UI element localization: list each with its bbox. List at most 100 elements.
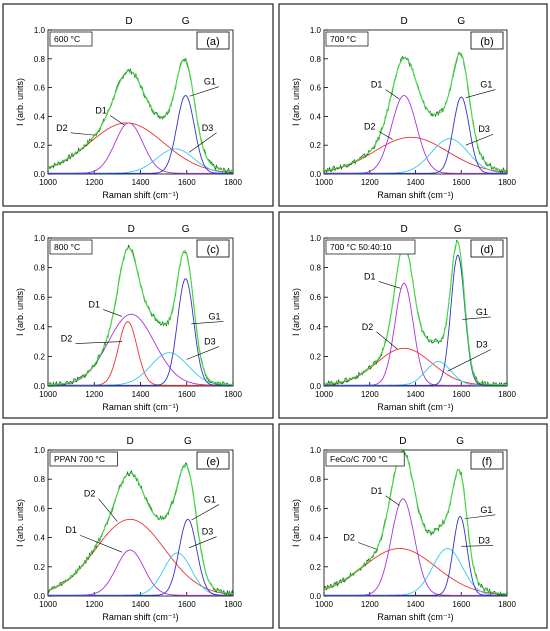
x-axis-label: Raman shift (cm⁻¹) — [102, 402, 178, 412]
y-tick-label: 0.0 — [34, 592, 46, 601]
annotation-leader — [188, 132, 217, 153]
y-tick-label: 1.0 — [310, 234, 322, 243]
annotation-leader — [188, 536, 217, 549]
x-tick-label: 1200 — [361, 178, 379, 187]
y-axis-label: I (arb. units) — [15, 78, 25, 126]
annotation-g1: G1 — [480, 80, 492, 90]
y-tick-label: 0.4 — [310, 323, 322, 332]
x-tick-label: 1400 — [132, 600, 150, 609]
y-tick-label: 0.2 — [310, 563, 322, 572]
y-tick-label: 0.4 — [310, 112, 322, 121]
annotation-d1: D1 — [65, 525, 77, 535]
annotation-d3: D3 — [202, 527, 214, 537]
annotation-d2: D2 — [364, 121, 376, 131]
condition-label: FeCo/C 700 °C — [330, 454, 388, 464]
annotation-d2: D2 — [84, 489, 96, 499]
y-tick-label: 0.8 — [310, 55, 322, 64]
panel-border — [2, 3, 274, 207]
y-tick-label: 0.2 — [34, 352, 46, 361]
x-tick-label: 1600 — [452, 600, 470, 609]
component-d2 — [48, 122, 233, 173]
annotation-leader — [191, 321, 224, 325]
y-tick-label: 0.0 — [310, 170, 322, 179]
x-tick-label: 1800 — [224, 178, 242, 187]
y-tick-label: 0.2 — [310, 352, 322, 361]
y-tick-label: 0.2 — [310, 141, 322, 150]
condition-label: PPAN 700 °C — [54, 454, 105, 464]
panel-letter: (a) — [206, 36, 219, 48]
annotation-d1: D1 — [364, 271, 376, 281]
annotation-d3: D3 — [204, 337, 216, 347]
panel-a: 1000 1200 1400 1600 1800 0.0 0.2 0.4 0.6 0.8 1.0 Ra… — [2, 3, 274, 207]
panel-border — [278, 3, 548, 207]
panel-letter: (f) — [482, 456, 492, 468]
y-tick-label: 0.0 — [34, 170, 46, 179]
x-tick-label: 1400 — [407, 178, 425, 187]
peak-label-d: D — [126, 436, 133, 447]
y-axis-label: I (arb. units) — [291, 499, 301, 547]
annotation-leader — [358, 542, 377, 550]
annotation-leader — [378, 131, 393, 140]
x-axis-label: Raman shift (cm⁻¹) — [102, 612, 178, 622]
y-tick-label: 1.0 — [34, 446, 46, 455]
condition-box — [325, 451, 405, 467]
component-g1 — [324, 515, 507, 596]
y-tick-label: 0.8 — [34, 475, 46, 484]
condition-label: 700 °C 50:40:10 — [330, 242, 392, 252]
x-tick-label: 1600 — [178, 178, 196, 187]
y-tick-label: 0.8 — [310, 264, 322, 273]
panel-border — [2, 423, 274, 629]
panel-letter-box — [470, 31, 504, 50]
annotation-d3: D3 — [202, 123, 214, 133]
panel-border — [278, 423, 548, 629]
x-tick-label: 1000 — [39, 600, 57, 609]
y-tick-label: 0.4 — [34, 112, 46, 121]
y-tick-label: 0.8 — [34, 264, 46, 273]
annotation-leader — [465, 133, 494, 146]
y-tick-label: 0.4 — [34, 534, 46, 543]
annotation-leader — [376, 331, 398, 350]
annotation-leader — [191, 504, 220, 521]
panel-letter: (c) — [207, 244, 220, 256]
component-d1 — [48, 313, 233, 386]
y-tick-label: 0.8 — [310, 475, 322, 484]
panel-letter: (b) — [480, 36, 493, 48]
fit-envelope — [324, 450, 507, 595]
x-axis-label: Raman shift (cm⁻¹) — [377, 190, 453, 200]
panel-f: 1000 1200 1400 1600 1800 0.0 0.2 0.4 0.6 0.8 1.0 Ra… — [278, 423, 548, 629]
y-axis-label: I (arb. units) — [15, 499, 25, 547]
plot-area — [324, 450, 507, 596]
x-tick-label: 1600 — [178, 600, 196, 609]
y-tick-label: 0.0 — [34, 382, 46, 391]
annotation-d2: D2 — [343, 533, 355, 543]
x-tick-label: 1000 — [315, 390, 333, 399]
annotation-leader — [70, 132, 95, 136]
x-tick-label: 1600 — [452, 390, 470, 399]
panel-border — [2, 211, 274, 419]
panel-letter: (d) — [480, 244, 493, 256]
x-tick-label: 1200 — [361, 600, 379, 609]
annotation-g1: G1 — [480, 505, 492, 515]
x-axis-label: Raman shift (cm⁻¹) — [377, 402, 453, 412]
x-tick-label: 1600 — [178, 390, 196, 399]
panel-d: 1000 1200 1400 1600 1800 0.0 0.2 0.4 0.6 0.8 1.0 Ra… — [278, 211, 548, 419]
x-axis-label: Raman shift (cm⁻¹) — [377, 612, 453, 622]
annotation-d3: D3 — [476, 340, 488, 350]
condition-label: 700 °C — [330, 34, 356, 44]
annotation-leader — [464, 514, 496, 519]
annotation-leader — [461, 545, 494, 547]
y-tick-label: 0.4 — [34, 323, 46, 332]
condition-box — [49, 451, 118, 467]
peak-label-g: G — [184, 436, 192, 447]
annotation-leader — [447, 349, 491, 372]
annotation-leader — [110, 115, 125, 126]
fit-envelope — [48, 247, 233, 385]
condition-box — [49, 239, 93, 255]
x-tick-label: 1800 — [224, 390, 242, 399]
fit-envelope — [324, 240, 507, 386]
y-axis-label: I (arb. units) — [291, 78, 301, 126]
plot-area — [324, 239, 507, 386]
annotation-g1: G1 — [208, 311, 220, 321]
panel-c: 1000 1200 1400 1600 1800 0.0 0.2 0.4 0.6 0.8 1.0 Ra… — [2, 211, 274, 419]
